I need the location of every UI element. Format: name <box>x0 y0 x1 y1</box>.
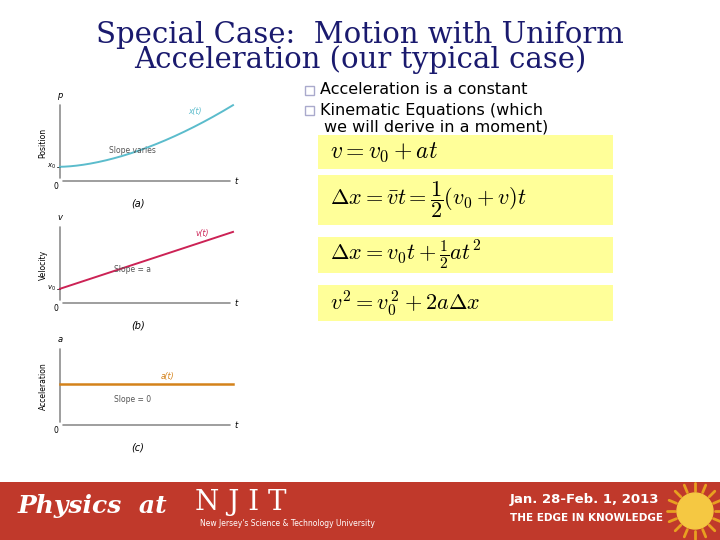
Text: p: p <box>58 91 63 100</box>
Text: Physics  at: Physics at <box>18 494 168 518</box>
Text: a(t): a(t) <box>161 372 174 381</box>
Text: Acceleration: Acceleration <box>38 363 48 410</box>
Text: v: v <box>58 213 63 222</box>
Text: v(t): v(t) <box>195 229 209 238</box>
Text: 0: 0 <box>53 426 58 435</box>
Text: Slope = 0: Slope = 0 <box>114 395 151 404</box>
Text: t: t <box>234 421 238 429</box>
Text: Special Case:  Motion with Uniform: Special Case: Motion with Uniform <box>96 21 624 49</box>
FancyBboxPatch shape <box>305 85 314 94</box>
Text: $v^2 = v_0^{\,2} + 2a\Delta x$: $v^2 = v_0^{\,2} + 2a\Delta x$ <box>330 288 480 318</box>
Text: x(t): x(t) <box>188 107 202 116</box>
Bar <box>0 482 720 540</box>
Text: $v = v_0 + at$: $v = v_0 + at$ <box>330 140 438 164</box>
Text: $x_0$: $x_0$ <box>47 162 56 171</box>
Text: (c): (c) <box>132 442 145 452</box>
Text: Position: Position <box>38 127 48 158</box>
Text: Acceleration is a constant: Acceleration is a constant <box>320 83 528 98</box>
Text: $\Delta x = v_0 t + \frac{1}{2}at^2$: $\Delta x = v_0 t + \frac{1}{2}at^2$ <box>330 239 481 272</box>
Text: N J I T: N J I T <box>195 489 287 516</box>
Text: 0: 0 <box>53 304 58 313</box>
Text: a: a <box>58 335 63 344</box>
Circle shape <box>677 493 713 529</box>
Text: Velocity: Velocity <box>38 249 48 280</box>
Text: Slope = a: Slope = a <box>114 265 151 274</box>
Text: Slope varies: Slope varies <box>109 146 156 156</box>
Text: Acceleration (our typical case): Acceleration (our typical case) <box>134 45 586 75</box>
Text: Jan. 28-Feb. 1, 2013: Jan. 28-Feb. 1, 2013 <box>510 494 660 507</box>
Text: t: t <box>234 299 238 307</box>
Text: we will derive in a moment): we will derive in a moment) <box>324 119 548 134</box>
Text: (a): (a) <box>131 198 145 208</box>
Bar <box>318 237 613 273</box>
Text: 0: 0 <box>53 182 58 191</box>
Bar <box>318 175 613 225</box>
FancyBboxPatch shape <box>305 105 314 114</box>
Text: $\Delta x = \bar{v}t = \dfrac{1}{2}(v_0 + v)t$: $\Delta x = \bar{v}t = \dfrac{1}{2}(v_0 … <box>330 179 526 220</box>
Text: THE EDGE IN KNOWLEDGE: THE EDGE IN KNOWLEDGE <box>510 513 663 523</box>
Text: Kinematic Equations (which: Kinematic Equations (which <box>320 103 543 118</box>
Text: t: t <box>234 177 238 186</box>
Text: New Jersey's Science & Technology University: New Jersey's Science & Technology Univer… <box>200 519 375 529</box>
Bar <box>318 135 613 169</box>
Text: $v_0$: $v_0$ <box>47 284 56 293</box>
Bar <box>318 285 613 321</box>
Text: (b): (b) <box>131 320 145 330</box>
